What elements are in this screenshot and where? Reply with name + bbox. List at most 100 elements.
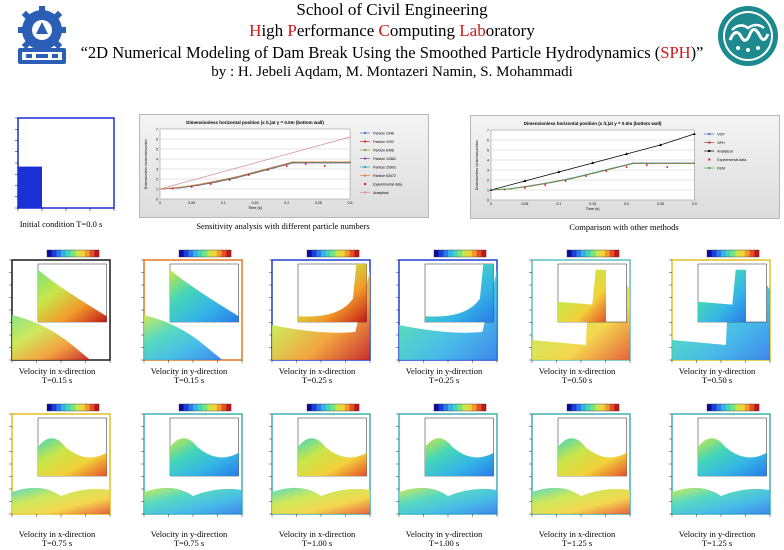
color-scale-cell — [754, 250, 760, 257]
color-scale-cell — [344, 250, 350, 257]
data-point — [254, 171, 256, 173]
data-point — [564, 180, 567, 182]
inset-fluid-field — [558, 438, 627, 476]
sensitivity-chart-box: Dimensionless horizontal position (x /L)… — [139, 114, 429, 218]
color-scale-cell — [61, 250, 67, 257]
chart-title: Dimensionless horizontal position (x /L)… — [524, 121, 662, 126]
y-tick-label: 3 — [156, 168, 158, 172]
color-scale — [306, 403, 360, 412]
color-scale-cell — [457, 404, 463, 411]
fluid-field — [144, 487, 242, 514]
color-scale-cell — [202, 404, 208, 411]
color-scale-cell — [434, 250, 439, 257]
data-point — [178, 186, 180, 188]
velocity-snapshot — [9, 403, 111, 517]
color-scale-cell — [349, 250, 355, 257]
lab-title-part: erformance — [296, 21, 379, 40]
legend-marker — [708, 150, 711, 152]
university-of-tehran-emblem-icon — [718, 6, 778, 66]
paper-title-acronym: SPH — [660, 43, 691, 62]
color-scale-cell — [721, 404, 727, 411]
data-point — [304, 163, 307, 165]
color-scale-cell — [188, 250, 194, 257]
color-scale-cell — [609, 404, 615, 411]
color-scale-cell — [51, 250, 57, 257]
university-gear-emblem-icon — [18, 6, 66, 64]
data-point — [292, 161, 294, 163]
legend-entry: Analytical — [717, 149, 733, 153]
color-scale-cell — [744, 250, 750, 257]
comparison-chart-box: Dimensionless horizontal position (x /L)… — [470, 115, 780, 219]
color-scale-cell — [585, 404, 591, 411]
snapshot-caption-direction: Velocity in y-direction — [678, 529, 756, 539]
color-scale-cell — [212, 404, 218, 411]
y-tick-label: 3 — [487, 169, 489, 173]
color-scale-cell — [212, 250, 218, 257]
color-scale-cell — [457, 250, 463, 257]
snapshot-caption-time: T=0.50 s — [561, 375, 593, 385]
y-tick-label: 5 — [487, 149, 489, 153]
color-scale-cell — [448, 404, 454, 411]
legend-marker — [708, 167, 711, 169]
color-scale-cell — [94, 250, 100, 257]
data-point — [625, 166, 628, 168]
snapshot-caption-time: T=0.15 s — [41, 375, 73, 385]
data-point — [311, 161, 313, 163]
color-scale-cell — [307, 404, 312, 411]
data-point — [330, 161, 332, 163]
data-point — [490, 189, 492, 191]
data-point — [510, 188, 512, 190]
color-scale-cell — [80, 250, 86, 257]
color-scale-cell — [193, 404, 199, 411]
color-scale-cell — [197, 250, 203, 257]
fluid-field — [272, 487, 370, 514]
inset-fluid-field — [170, 269, 239, 322]
inset-fluid-field — [698, 438, 767, 476]
x-tick-label: 0.05 — [188, 201, 195, 205]
snapshot-caption-time: T=0.75 s — [41, 538, 73, 548]
color-scale-cell — [740, 250, 746, 257]
legend-marker — [708, 158, 711, 161]
color-scale-cell — [467, 404, 473, 411]
velocity-snapshot — [669, 403, 771, 517]
inset-fluid-field — [38, 269, 107, 322]
color-scale-cell — [47, 250, 52, 257]
color-scale-cell — [89, 250, 95, 257]
fluid-field — [272, 270, 370, 360]
inset-fluid-field — [298, 438, 367, 476]
paper-title: “2D Numerical Modeling of Dam Break Usin… — [80, 43, 704, 63]
legend-entry: Particle 63072 — [373, 174, 396, 178]
color-scale-cell — [711, 250, 717, 257]
color-scale-cell — [749, 250, 755, 257]
lab-title-part: oratory — [485, 21, 535, 40]
snapshot-caption-direction: Velocity in y-direction — [150, 529, 228, 539]
inset-fluid-field — [38, 438, 107, 476]
paper-title-post: )” — [690, 43, 704, 62]
velocity-snapshot — [669, 249, 771, 363]
color-scale-cell — [179, 250, 184, 257]
color-scale-cell — [735, 404, 741, 411]
lab-title-part: Lab — [459, 21, 486, 40]
color-scale-cell — [193, 250, 199, 257]
y-tick-label: 2 — [487, 179, 489, 183]
color-scale-cell — [452, 404, 458, 411]
color-scale-cell — [443, 404, 449, 411]
color-scale-cell — [585, 250, 591, 257]
color-scale — [566, 249, 620, 258]
color-scale-cell — [56, 404, 62, 411]
color-scale-cell — [179, 404, 184, 411]
y-tick-label: 2 — [156, 178, 158, 182]
color-scale-cell — [730, 404, 736, 411]
lab-title-part: omputing — [389, 21, 460, 40]
color-scale-cell — [188, 404, 194, 411]
color-scale-cell — [221, 404, 227, 411]
legend-entry: Experimental data — [373, 182, 402, 186]
color-scale-cell — [316, 404, 322, 411]
lab-title: High Performance Computing Laboratory — [80, 21, 704, 41]
x-tick-label: 0 — [159, 201, 161, 205]
data-point — [228, 179, 231, 181]
color-scale-cell — [590, 250, 596, 257]
data-point — [171, 187, 174, 190]
data-point — [235, 176, 237, 178]
color-scale-cell — [754, 404, 760, 411]
